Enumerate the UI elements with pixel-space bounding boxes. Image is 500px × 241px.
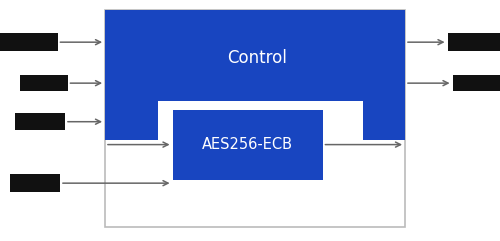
- Bar: [105, 10, 405, 140]
- Bar: [172, 110, 322, 180]
- Text: AES256-ECB: AES256-ECB: [202, 137, 293, 152]
- Bar: [10, 174, 60, 192]
- Bar: [105, 10, 405, 227]
- Bar: [0, 33, 58, 51]
- Bar: [158, 101, 362, 186]
- Bar: [452, 75, 500, 91]
- Bar: [20, 75, 68, 91]
- Text: Control: Control: [228, 49, 288, 67]
- Bar: [448, 33, 500, 51]
- Bar: [15, 113, 65, 130]
